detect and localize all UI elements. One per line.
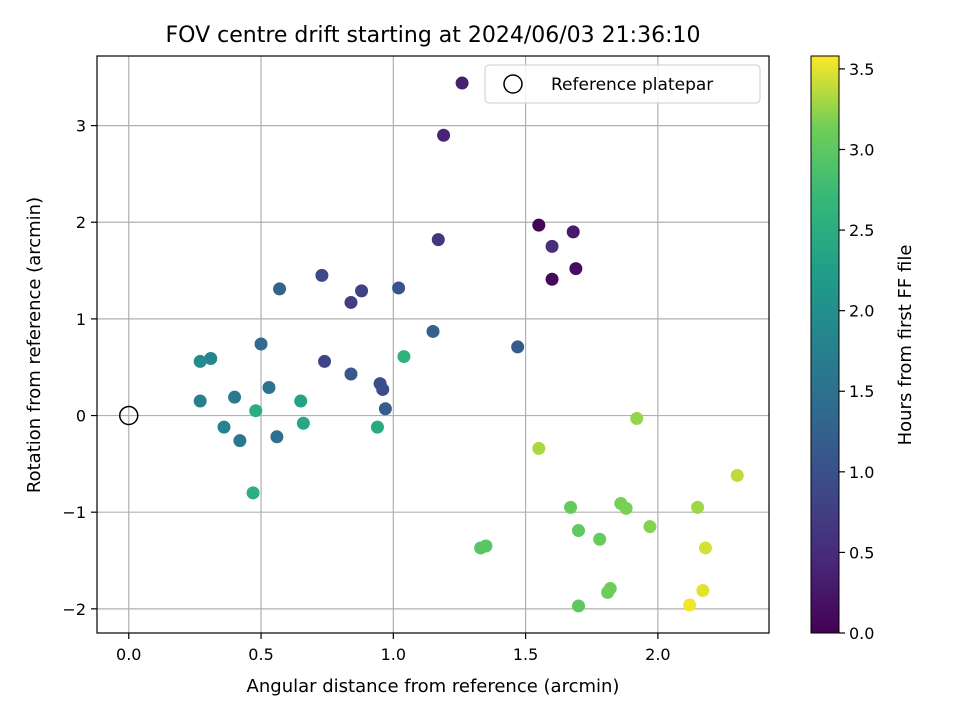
x-axis-label: Angular distance from reference (arcmin) (247, 676, 620, 697)
scatter-point (455, 76, 469, 90)
scatter-point (294, 394, 308, 408)
scatter-point (426, 324, 440, 338)
scatter-point (355, 284, 369, 298)
scatter-point (545, 239, 559, 253)
scatter-point (683, 598, 697, 612)
x-tick-label: 1.5 (513, 645, 538, 664)
colorbar-tick-label: 3.5 (849, 60, 874, 79)
scatter-point (691, 500, 705, 514)
scatter-point (233, 434, 247, 448)
y-grid (97, 124, 769, 610)
colorbar-tick-label: 2.5 (849, 221, 874, 240)
scatter-point (318, 354, 332, 368)
scatter-point (315, 268, 329, 282)
legend-open-circle-icon (503, 74, 523, 94)
scatter-point (217, 420, 231, 434)
scatter-point (262, 381, 276, 395)
scatter-point (254, 337, 268, 351)
scatter-point (296, 416, 310, 430)
scatter-point (511, 340, 525, 354)
scatter-point (569, 262, 583, 276)
x-ticks: 0.0 0.5 1.0 1.5 2.0 (116, 633, 671, 664)
x-tick-label: 0.5 (248, 645, 273, 664)
scatter-point (572, 599, 586, 613)
scatter-point (437, 128, 451, 142)
x-tick-label: 1.0 (381, 645, 406, 664)
legend-label: Reference platepar (551, 75, 713, 95)
scatter-point (273, 282, 287, 296)
scatter-point (431, 233, 445, 247)
scatter-point (270, 430, 284, 444)
scatter-point (593, 532, 607, 546)
scatter-point (566, 225, 580, 239)
scatter-point (619, 501, 633, 515)
plot-frame (96, 55, 770, 634)
x-tick-label: 2.0 (645, 645, 670, 664)
scatter-point (373, 377, 387, 391)
scatter-point (204, 352, 218, 366)
scatter-point (699, 541, 713, 555)
colorbar-tick-label: 1.0 (849, 463, 874, 482)
scatter-point (532, 441, 546, 455)
legend: Reference platepar (484, 64, 761, 104)
y-tick-label: 3 (76, 117, 86, 136)
scatter-point (344, 295, 358, 309)
colorbar: 0.0 0.5 1.0 1.5 2.0 2.5 3.0 3.5 Hours from firs… (810, 55, 916, 643)
scatter-point (378, 402, 392, 416)
x-tick-label: 0.0 (116, 645, 141, 664)
scatter-point (246, 486, 260, 500)
colorbar-tick-label: 1.5 (849, 382, 874, 401)
scatter-point (249, 404, 263, 418)
scatter-point (643, 520, 657, 534)
colorbar-tick-label: 0.0 (849, 624, 874, 643)
scatter-point (193, 354, 207, 368)
colorbar-label: Hours from first FF file (895, 245, 916, 446)
y-tick-label: −1 (62, 503, 86, 522)
scatter-point (228, 390, 242, 404)
colorbar-tick-label: 2.0 (849, 302, 874, 321)
scatter-point (392, 281, 406, 295)
scatter-point (545, 272, 559, 286)
legend-box (484, 64, 761, 104)
colorbar-tick-label: 3.0 (849, 140, 874, 159)
scatter-point (193, 394, 207, 408)
y-tick-label: 1 (76, 310, 86, 329)
scatter-point (397, 350, 411, 364)
y-ticks: −2 −1 0 1 2 3 (62, 117, 97, 619)
scatter-point (630, 411, 644, 425)
scatter-point (696, 583, 710, 597)
scatter-point (479, 539, 493, 553)
scatter-point (344, 367, 358, 381)
y-axis-label: Rotation from reference (arcmin) (24, 197, 45, 493)
scatter-points (193, 76, 744, 613)
scatter-point (603, 582, 617, 596)
scatter-point (532, 218, 546, 232)
reference-platepar-marker (118, 405, 139, 426)
scatter-point (730, 468, 744, 482)
colorbar-tick-label: 0.5 (849, 543, 874, 562)
colorbar-gradient (810, 55, 840, 634)
colorbar-ticks: 0.0 0.5 1.0 1.5 2.0 2.5 3.0 3.5 (839, 60, 874, 643)
y-tick-label: 2 (76, 213, 86, 232)
scatter-point (572, 524, 586, 538)
scatter-point (564, 500, 578, 514)
y-tick-label: 0 (76, 407, 86, 426)
scatter-point (370, 420, 384, 434)
chart-title: FOV centre drift starting at 2024/06/03 … (166, 23, 701, 48)
y-tick-label: −2 (62, 600, 86, 619)
